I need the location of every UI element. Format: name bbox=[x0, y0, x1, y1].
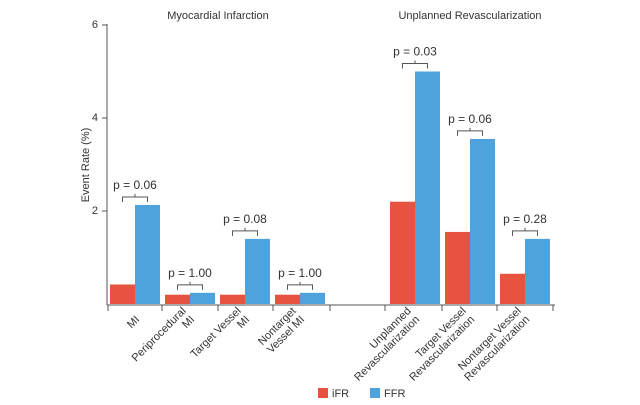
bar bbox=[220, 294, 245, 304]
annotation: p = 0.06 bbox=[113, 178, 157, 192]
bar bbox=[165, 294, 190, 304]
y-tick-label: 4 bbox=[92, 112, 98, 124]
bar bbox=[470, 138, 495, 304]
bracket bbox=[457, 127, 483, 136]
bar bbox=[190, 292, 215, 304]
y-axis-label: Event Rate (%) bbox=[80, 128, 92, 203]
annotation: p = 0.28 bbox=[503, 212, 547, 226]
x-tick-label: MI bbox=[125, 314, 142, 331]
bracket bbox=[287, 281, 313, 290]
bar bbox=[110, 284, 135, 304]
bar bbox=[390, 201, 415, 304]
x-tick-label: Periprocedural bbox=[130, 305, 189, 364]
legend-label: iFR bbox=[332, 388, 349, 400]
bar bbox=[275, 294, 300, 304]
annotation: p = 1.00 bbox=[168, 266, 212, 280]
section-title: Unplanned Revascularization bbox=[398, 10, 541, 22]
bar bbox=[445, 231, 470, 304]
bar bbox=[500, 273, 525, 304]
annotation: p = 0.06 bbox=[448, 112, 492, 126]
legend-label: FFR bbox=[384, 388, 405, 400]
bracket bbox=[232, 227, 258, 236]
bar bbox=[135, 204, 160, 304]
annotation: p = 0.08 bbox=[223, 212, 267, 226]
bar bbox=[525, 238, 550, 304]
bracket bbox=[177, 281, 203, 290]
bracket bbox=[512, 227, 538, 236]
legend-swatch bbox=[318, 388, 328, 398]
annotation: p = 1.00 bbox=[278, 266, 322, 280]
legend-swatch bbox=[370, 388, 380, 398]
bar bbox=[245, 238, 270, 304]
y-tick-label: 2 bbox=[92, 205, 98, 217]
bar bbox=[300, 292, 325, 304]
bracket bbox=[402, 60, 428, 69]
bracket bbox=[122, 193, 148, 202]
y-tick-label: 6 bbox=[92, 19, 98, 31]
annotation: p = 0.03 bbox=[393, 45, 437, 59]
section-title: Myocardial Infarction bbox=[167, 10, 269, 22]
x-tick-label: Target Vessel bbox=[189, 305, 244, 360]
bar bbox=[415, 71, 440, 304]
